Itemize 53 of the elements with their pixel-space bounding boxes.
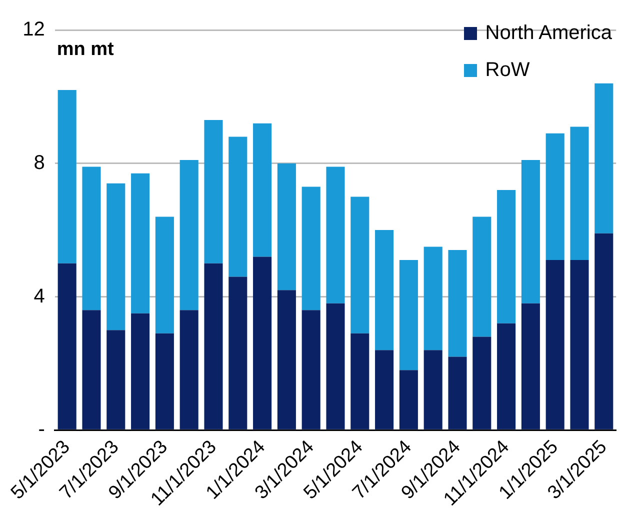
- bar: [155, 333, 174, 430]
- y-axis-title: mn mt: [56, 39, 115, 60]
- bar: [521, 303, 540, 430]
- bar: [350, 196, 370, 334]
- bar: [302, 186, 320, 310]
- bar: [424, 246, 442, 350]
- bar: [82, 166, 101, 310]
- bar: [302, 310, 320, 430]
- bar: [326, 303, 345, 430]
- bar: [253, 123, 272, 257]
- bar: [546, 133, 564, 260]
- bar: [58, 263, 76, 430]
- bar: [375, 350, 394, 430]
- y-tick-label: 12: [22, 18, 45, 41]
- bar: [594, 233, 614, 430]
- legend-label: North America: [485, 22, 612, 45]
- bar: [448, 356, 467, 430]
- bar: [180, 160, 198, 310]
- bar: [472, 216, 492, 337]
- bar: [448, 250, 467, 357]
- bar: [155, 216, 174, 334]
- bar: [58, 90, 76, 264]
- bar: [277, 290, 296, 430]
- bar: [375, 230, 394, 350]
- y-tick-label: 8: [34, 152, 45, 174]
- bar: [326, 166, 345, 304]
- bar: [131, 313, 150, 430]
- legend-label: RoW: [485, 59, 530, 82]
- bar: [497, 190, 516, 324]
- bar: [180, 310, 198, 430]
- y-tick-label: -: [38, 418, 45, 441]
- y-tick-label: 4: [34, 285, 45, 308]
- bar: [277, 163, 296, 290]
- bar: [546, 260, 564, 430]
- bar: [106, 183, 126, 330]
- bar: [204, 263, 223, 430]
- bar: [497, 323, 516, 430]
- bar: [570, 260, 589, 430]
- bar: [424, 350, 442, 430]
- bar: [399, 370, 418, 430]
- bar: [131, 173, 150, 314]
- bar: [228, 136, 248, 277]
- bar: [472, 336, 492, 430]
- bar: [399, 260, 418, 370]
- bar: [82, 310, 101, 430]
- bar: [521, 160, 540, 304]
- bar: [570, 126, 589, 260]
- bar: [106, 330, 126, 430]
- bar: [228, 276, 248, 430]
- bar: [594, 83, 614, 234]
- bar: [253, 256, 272, 430]
- bar: [204, 120, 223, 264]
- bar: [350, 333, 370, 430]
